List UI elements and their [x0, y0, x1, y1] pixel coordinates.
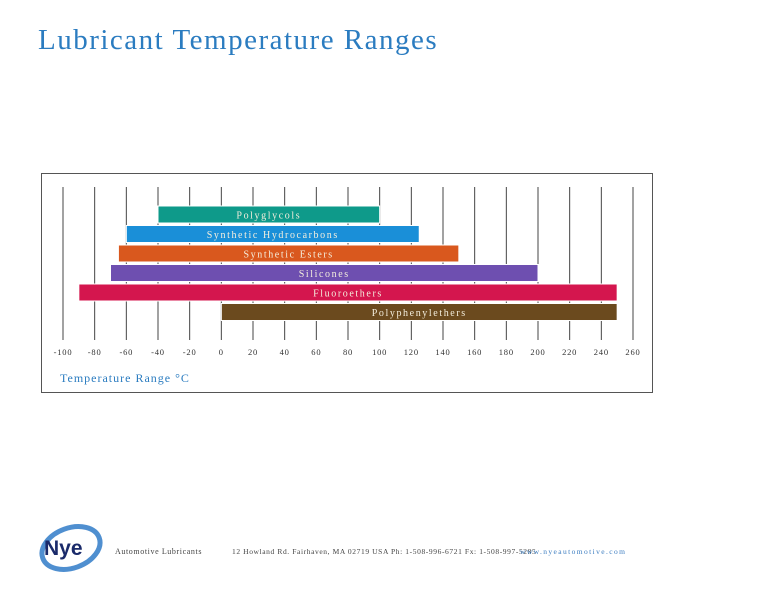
x-tick-label: -60 — [119, 347, 133, 357]
footer-address: 12 Howland Rd. Fairhaven, MA 02719 USA P… — [232, 547, 537, 556]
x-tick-label: 120 — [404, 347, 419, 357]
bar-label: Synthetic Hydrocarbons — [207, 230, 339, 241]
x-tick-label: 60 — [311, 347, 321, 357]
x-tick-label: 140 — [435, 347, 450, 357]
x-tick-label: 220 — [562, 347, 577, 357]
x-tick-label: -20 — [183, 347, 197, 357]
footer: Nye Automotive Lubricants 12 Howland Rd.… — [38, 522, 638, 572]
range-bar — [110, 264, 539, 282]
x-tick-label: -40 — [151, 347, 165, 357]
x-tick-label: 160 — [467, 347, 482, 357]
svg-text:Nye: Nye — [44, 537, 83, 560]
bar-label: Polyglycols — [236, 211, 301, 222]
x-tick-label: 200 — [530, 347, 545, 357]
range-bar — [125, 225, 420, 243]
x-tick-label: 180 — [499, 347, 514, 357]
x-tick-label: 260 — [625, 347, 640, 357]
bar-label: Polyphenylethers — [372, 308, 467, 319]
page-title: Lubricant Temperature Ranges — [38, 24, 439, 56]
range-bar — [157, 205, 381, 224]
bar-label: Synthetic Esters — [243, 250, 333, 261]
range-bar — [78, 283, 618, 302]
x-tick-label: 80 — [343, 347, 353, 357]
footer-tagline: Automotive Lubricants — [115, 547, 203, 556]
x-tick-label: 0 — [219, 347, 224, 357]
range-chart: -100 -80 -60 -40 -20 0 20 40 60 80 100 120 140 160 180… — [54, 187, 640, 357]
footer-website[interactable]: www.nyeautomotive.com — [520, 547, 627, 556]
range-bar — [117, 244, 460, 263]
x-tick-label: 100 — [372, 347, 387, 357]
range-bar — [220, 303, 618, 321]
chart-frame: -100 -80 -60 -40 -20 0 20 40 60 80 100 120 140 160 180… — [41, 173, 653, 393]
x-axis-label: Temperature Range °C — [60, 371, 190, 385]
x-tick-label: -100 — [54, 347, 73, 357]
bar-label: Fluoroethers — [313, 289, 383, 300]
x-tick-label: 40 — [280, 347, 290, 357]
x-tick-label: 20 — [248, 347, 258, 357]
x-tick-label: 240 — [594, 347, 609, 357]
bar-label: Silicones — [299, 269, 350, 280]
nye-logo: Nye — [39, 524, 103, 572]
x-tick-label: -80 — [88, 347, 102, 357]
